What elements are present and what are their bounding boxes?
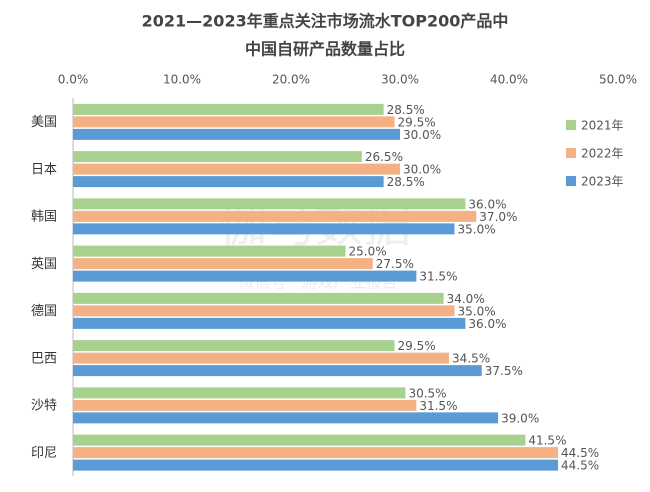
x-tick-label: 30.0% bbox=[381, 73, 419, 87]
bar bbox=[73, 258, 373, 270]
legend-swatch bbox=[566, 120, 576, 130]
bar bbox=[73, 365, 482, 377]
data-label: 39.0% bbox=[501, 411, 539, 425]
bar bbox=[73, 210, 477, 222]
bar bbox=[73, 340, 395, 352]
x-tick-label: 50.0% bbox=[599, 73, 637, 87]
data-label: 26.5% bbox=[365, 150, 403, 164]
data-label: 37.5% bbox=[485, 364, 523, 378]
y-tick-label: 美国 bbox=[31, 115, 57, 130]
legend-swatch bbox=[566, 148, 576, 158]
data-label: 25.0% bbox=[349, 245, 387, 259]
data-label: 31.5% bbox=[419, 270, 457, 284]
x-tick-label: 10.0% bbox=[163, 73, 201, 87]
data-label: 34.0% bbox=[447, 292, 485, 306]
bar bbox=[73, 317, 466, 329]
bar bbox=[73, 245, 346, 257]
bar bbox=[73, 128, 400, 140]
x-tick-label: 20.0% bbox=[272, 73, 310, 87]
y-tick-label: 德国 bbox=[31, 304, 57, 319]
data-label: 28.5% bbox=[387, 175, 425, 189]
x-tick-label: 0.0% bbox=[58, 73, 89, 87]
data-label: 37.0% bbox=[479, 210, 517, 224]
data-label: 36.0% bbox=[468, 197, 506, 211]
bar bbox=[73, 116, 395, 128]
data-label: 30.5% bbox=[408, 386, 446, 400]
bar bbox=[73, 103, 384, 115]
y-tick-label: 巴西 bbox=[31, 351, 57, 366]
data-label: 35.0% bbox=[458, 222, 496, 236]
data-label: 29.5% bbox=[398, 115, 436, 129]
data-label: 30.0% bbox=[403, 163, 441, 177]
y-tick-label: 沙特 bbox=[31, 399, 57, 414]
bar bbox=[73, 292, 444, 304]
legend-label: 2021年 bbox=[581, 119, 624, 133]
bar bbox=[73, 305, 455, 317]
bar bbox=[73, 412, 499, 424]
data-label: 35.0% bbox=[458, 304, 496, 318]
bar bbox=[73, 352, 450, 364]
data-label: 31.5% bbox=[419, 399, 457, 413]
y-tick-label: 印尼 bbox=[31, 446, 57, 461]
bar bbox=[73, 223, 455, 235]
data-label: 44.5% bbox=[561, 446, 599, 460]
data-label: 36.0% bbox=[468, 317, 506, 331]
legend-swatch bbox=[566, 176, 576, 186]
bar bbox=[73, 198, 466, 210]
data-label: 34.5% bbox=[452, 352, 490, 366]
bar bbox=[73, 447, 559, 459]
data-label: 41.5% bbox=[528, 434, 566, 448]
bar bbox=[73, 399, 417, 411]
bar bbox=[73, 163, 400, 175]
legend-label: 2022年 bbox=[581, 147, 624, 161]
data-label: 44.5% bbox=[561, 459, 599, 473]
y-tick-label: 韩国 bbox=[31, 210, 57, 225]
bar bbox=[73, 176, 384, 188]
bar bbox=[73, 387, 406, 399]
bar bbox=[73, 270, 417, 282]
data-label: 27.5% bbox=[376, 257, 414, 271]
data-label: 30.0% bbox=[403, 128, 441, 142]
y-tick-label: 日本 bbox=[31, 162, 57, 177]
data-label: 29.5% bbox=[398, 339, 436, 353]
data-label: 28.5% bbox=[387, 103, 425, 117]
bar bbox=[73, 459, 559, 471]
chart-subtitle: 中国自研产品数量占比 bbox=[245, 40, 405, 59]
legend-label: 2023年 bbox=[581, 175, 624, 189]
x-tick-label: 40.0% bbox=[490, 73, 528, 87]
y-tick-label: 英国 bbox=[31, 257, 57, 272]
bar bbox=[73, 151, 362, 163]
chart-title: 2021—2023年重点关注市场流水TOP200产品中 bbox=[142, 12, 509, 31]
bar bbox=[73, 434, 526, 446]
